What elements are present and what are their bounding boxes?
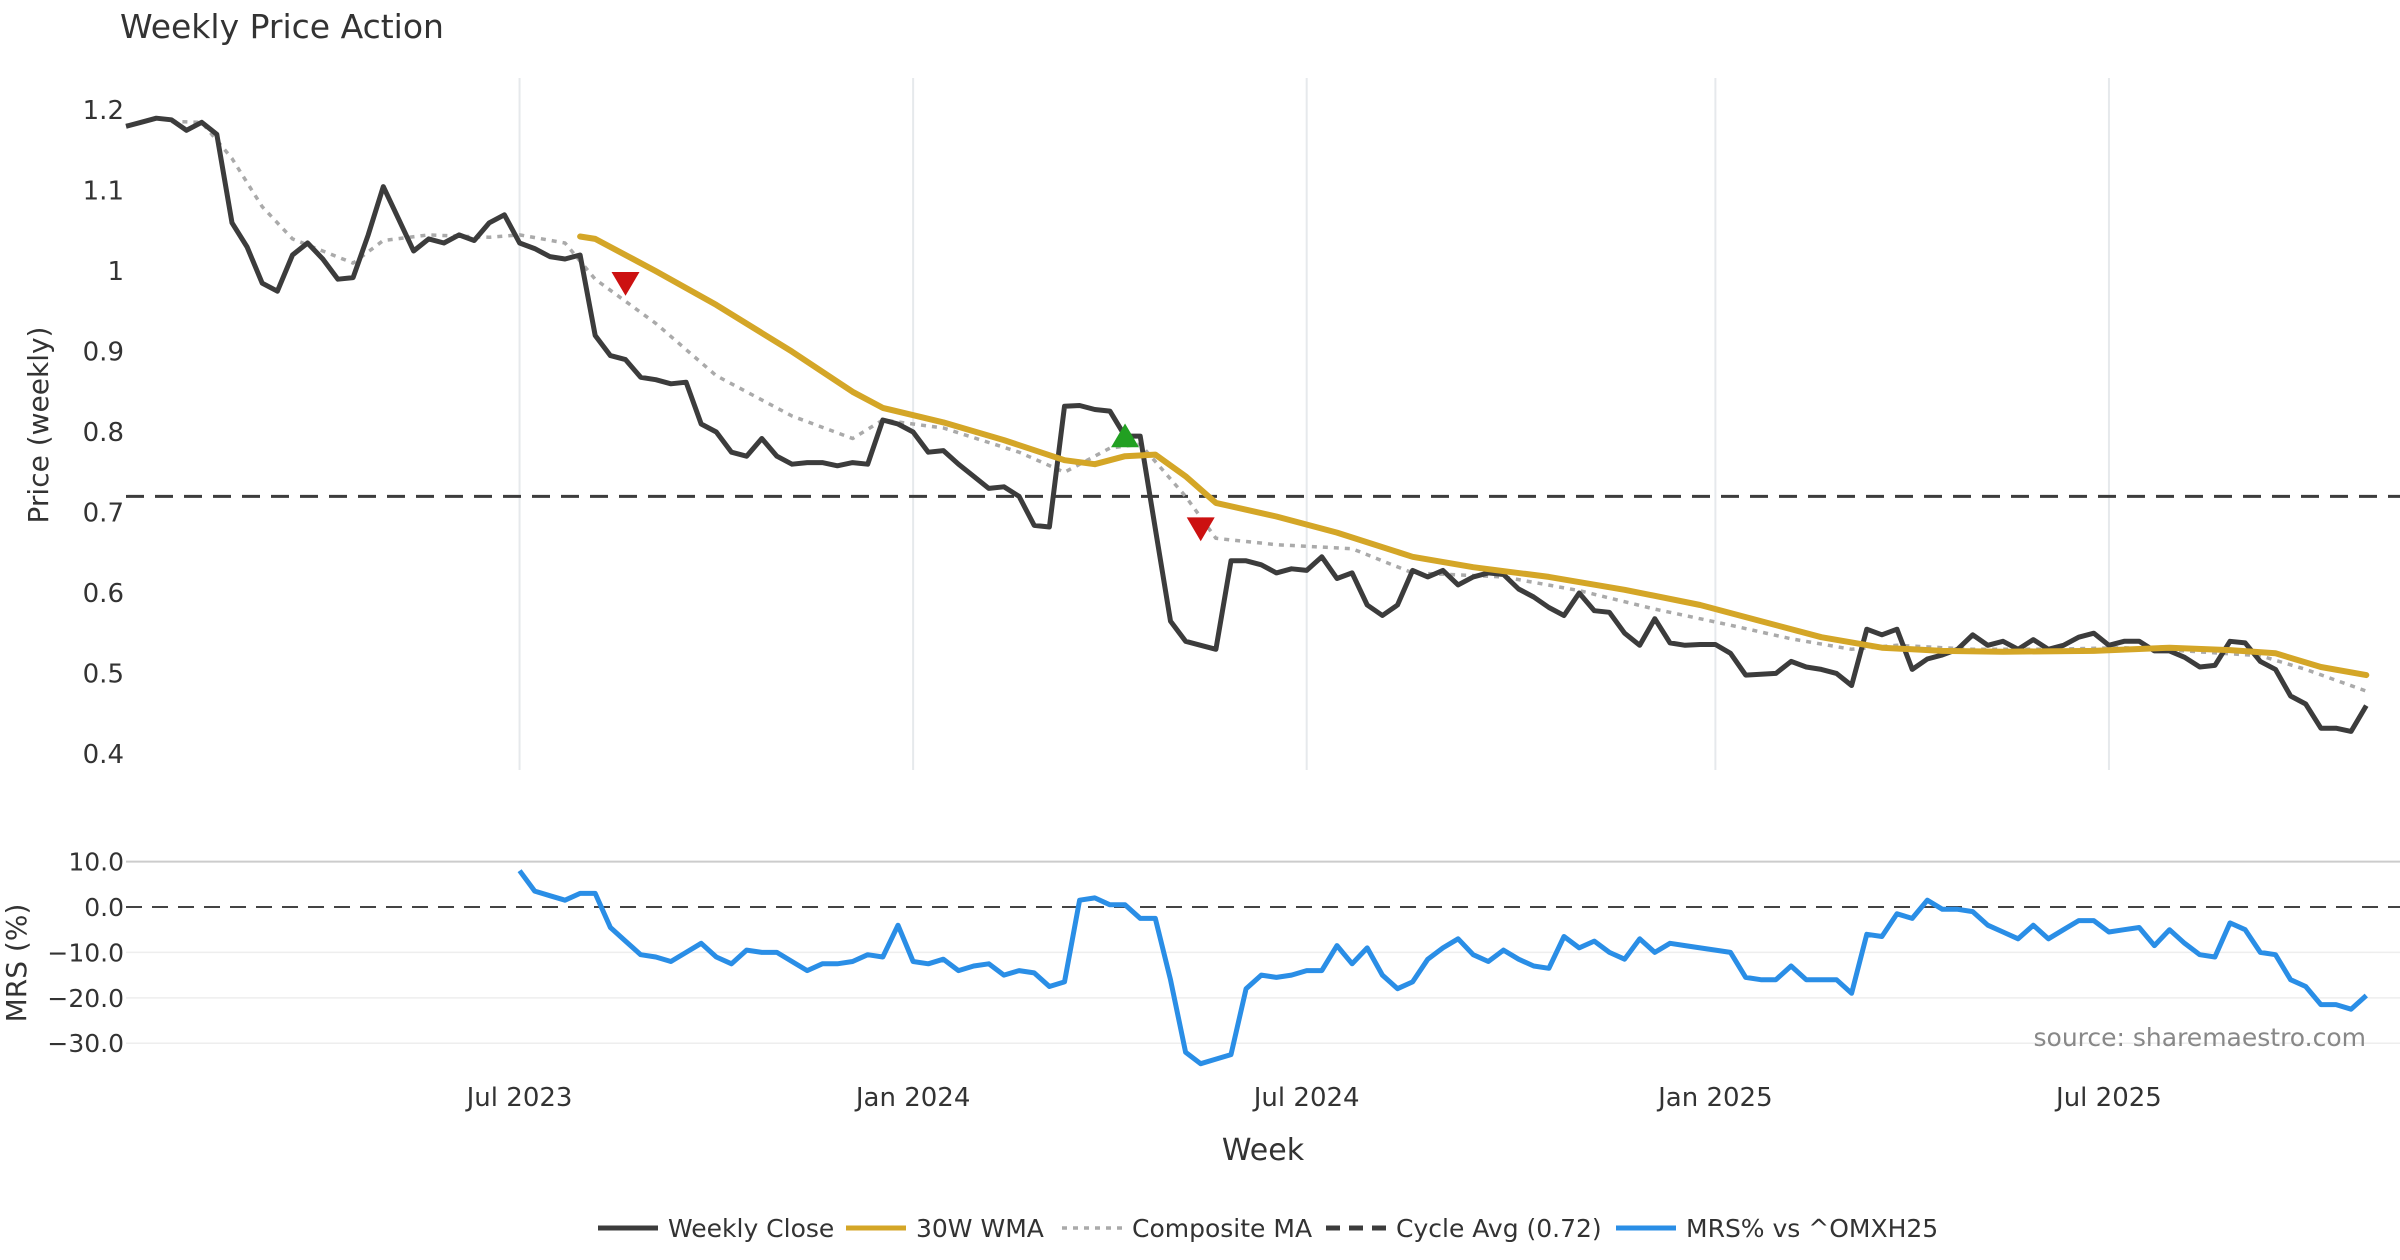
x-axis-ticks: Jul 2023 Jan 2024 Jul 2024 Jan 2025 Jul 2025 [465, 1083, 2162, 1113]
mrs-y-tick-label: 10.0 [68, 848, 124, 877]
price-y-ticks: 0.4 0.5 0.6 0.7 0.8 0.9 1 1.1 1.2 [83, 96, 124, 770]
price-y-tick-label: 0.4 [83, 740, 124, 770]
sell-signal-marker [1186, 517, 1215, 542]
price-gridlines [518, 78, 2110, 770]
price-y-tick-label: 1.1 [83, 177, 124, 207]
price-y-axis-label: Price (weekly) [22, 327, 55, 524]
price-y-tick-label: 1.2 [83, 96, 124, 126]
x-tick-label: Jan 2024 [854, 1083, 971, 1113]
x-tick-label: Jul 2023 [465, 1083, 573, 1113]
mrs-y-tick-label: 0.0 [84, 893, 124, 922]
mrs-y-tick-label: −10.0 [47, 938, 124, 967]
x-tick-label: Jul 2024 [1252, 1083, 1360, 1113]
price-y-tick-label: 0.6 [83, 579, 124, 609]
mrs-gridlines [126, 860, 2400, 1044]
mrs-y-axis-label: MRS (%) [0, 904, 33, 1023]
legend-label: Weekly Close [668, 1214, 834, 1243]
chart-title: Weekly Price Action [120, 7, 444, 46]
price-y-tick-label: 0.8 [83, 418, 124, 448]
price-panel: 0.4 0.5 0.6 0.7 0.8 0.9 1 1.1 1.2 Price (weekly) [22, 78, 2400, 770]
legend-label: Composite MA [1132, 1214, 1312, 1243]
weekly-close-series [125, 115, 2369, 734]
legend-label: 30W WMA [916, 1214, 1044, 1243]
price-y-tick-label: 0.5 [83, 659, 124, 689]
price-y-tick-label: 0.9 [83, 338, 124, 368]
legend-label: Cycle Avg (0.72) [1396, 1214, 1602, 1243]
mrs-series [517, 869, 2368, 1067]
buy-signal-marker [1111, 423, 1140, 448]
sell-signal-marker [611, 271, 640, 296]
x-axis-label: Week [1222, 1133, 1305, 1168]
signal-markers [611, 271, 1215, 542]
legend-label: MRS% vs ^OMXH25 [1686, 1214, 1938, 1243]
mrs-y-ticks: 10.0 0.0 −10.0 −20.0 −30.0 [47, 848, 124, 1059]
mrs-y-tick-label: −20.0 [47, 984, 124, 1013]
mrs-panel: 10.0 0.0 −10.0 −20.0 −30.0 MRS (%) source: s… [0, 848, 2400, 1067]
legend: Weekly Close 30W WMA Composite MA Cycle Avg… [598, 1214, 1938, 1243]
price-y-tick-label: 1 [107, 257, 124, 287]
x-tick-label: Jan 2025 [1656, 1083, 1773, 1113]
source-note: source: sharemaestro.com [2034, 1023, 2367, 1052]
mrs-y-tick-label: −30.0 [47, 1029, 124, 1058]
price-y-tick-label: 0.7 [83, 499, 124, 529]
wma-30w-series [577, 233, 2370, 679]
x-tick-label: Jul 2025 [2054, 1083, 2162, 1113]
composite-ma-series [171, 119, 2367, 693]
